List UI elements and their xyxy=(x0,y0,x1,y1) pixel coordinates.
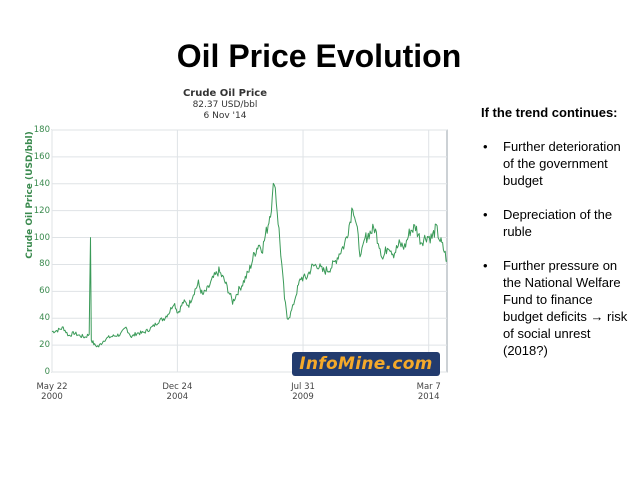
y-tick-label: 120 xyxy=(33,205,50,216)
chart-title: Crude Oil Price xyxy=(182,88,268,99)
bullet-item: • Depreciation of the ruble xyxy=(481,206,631,240)
bullet-dot: • xyxy=(483,258,488,273)
side-notes: If the trend continues: • Further deterio… xyxy=(481,104,631,376)
bullet-dot: • xyxy=(483,207,488,222)
y-tick-label: 40 xyxy=(39,313,50,324)
x-tick-label: Mar 7 2014 xyxy=(416,382,441,402)
y-tick-label: 100 xyxy=(33,232,50,243)
y-tick-label: 80 xyxy=(39,259,50,270)
plot-frame xyxy=(51,129,448,373)
y-tick-label: 140 xyxy=(33,178,50,189)
y-tick-label: 180 xyxy=(33,125,50,135)
chart-date: 6 Nov '14 xyxy=(203,111,247,121)
y-tick-label: 20 xyxy=(39,340,50,351)
bullet-text: Depreciation of the ruble xyxy=(503,207,613,239)
bullet-text: Further pressure on the National Welfare… xyxy=(503,258,628,358)
x-tick-label: May 22 2000 xyxy=(36,382,68,402)
bullet-list: • Further deterioration of the government… xyxy=(481,138,631,359)
bullet-dot: • xyxy=(483,139,488,154)
side-heading: If the trend continues: xyxy=(481,105,618,120)
bullet-text: Further deterioration of the government … xyxy=(503,139,621,188)
x-tick-label: Jul 31 2009 xyxy=(291,382,315,402)
x-tick-label: Dec 24 2004 xyxy=(162,382,193,402)
price-series-line xyxy=(51,182,448,348)
y-tick-label: 0 xyxy=(44,367,50,377)
y-tick-label: 60 xyxy=(39,286,50,297)
slide-title: Oil Price Evolution xyxy=(176,38,462,74)
watermark-text: InfoMine.com xyxy=(299,354,433,374)
bullet-item: • Further pressure on the National Welfar… xyxy=(481,257,631,359)
y-tick-label: 160 xyxy=(33,151,50,162)
bullet-item: • Further deterioration of the government… xyxy=(481,138,631,189)
chart-subtitle: 82.37 USD/bbl xyxy=(192,100,258,110)
infomine-watermark: InfoMine.com xyxy=(292,352,440,376)
